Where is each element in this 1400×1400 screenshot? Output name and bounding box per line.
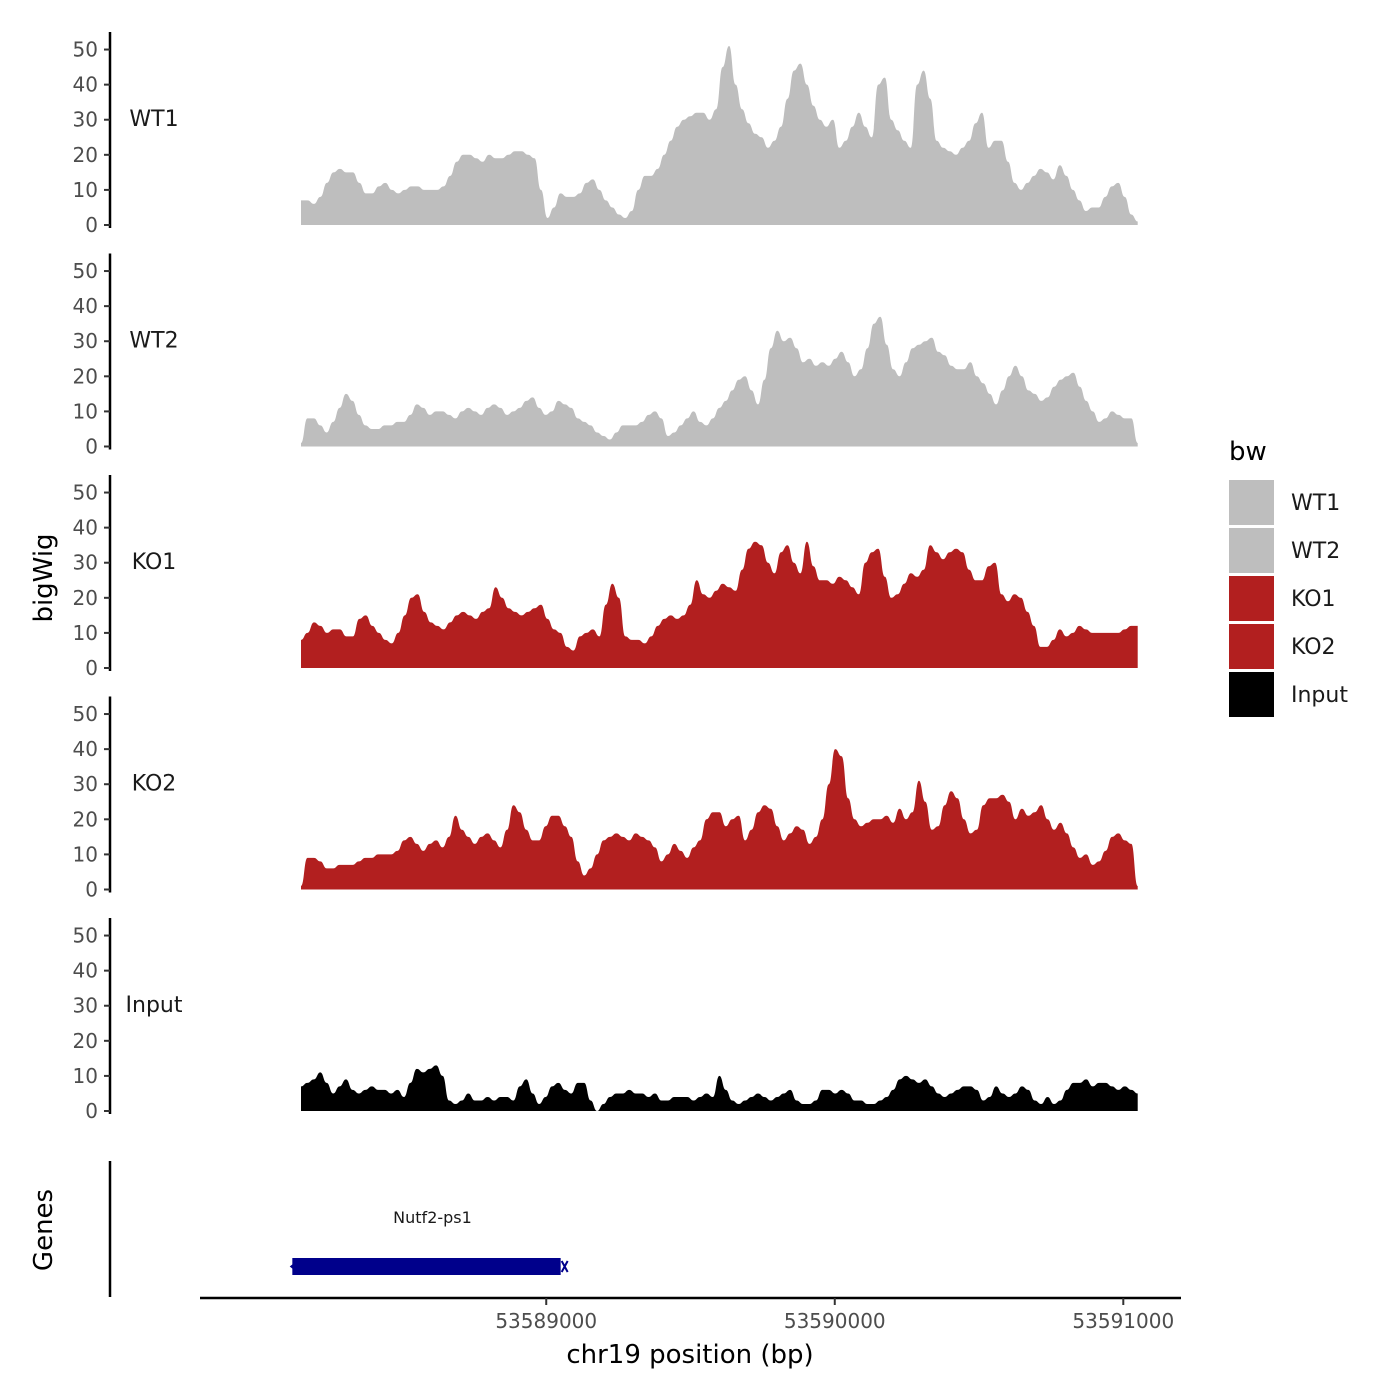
- coverage-area-input: [301, 1065, 1138, 1111]
- legend-item-wt1: WT1: [1229, 480, 1340, 525]
- y-tick-label: 50: [73, 481, 98, 505]
- y-tick-label: 10: [73, 621, 98, 645]
- legend-item-wt2: WT2: [1229, 528, 1340, 573]
- x-tick-label: 53589000: [495, 1309, 597, 1333]
- track-panel-wt1: 0 10 20 30 40 50 WT1: [73, 32, 1138, 237]
- coverage-area-wt1: [301, 46, 1138, 225]
- track-label-ko2: KO2: [132, 772, 177, 797]
- y-tick-label: 10: [73, 178, 98, 202]
- y-tick-label: 40: [73, 73, 98, 97]
- legend-label: KO2: [1291, 635, 1336, 660]
- track-label-wt1: WT1: [129, 107, 178, 132]
- track-panel-ko1: 0 10 20 30 40 50 KO1: [73, 475, 1138, 680]
- y-tick-label: 20: [73, 1029, 98, 1053]
- legend-title: bw: [1229, 437, 1267, 467]
- y-tick-label: 40: [73, 294, 98, 318]
- y-tick-label: 20: [73, 143, 98, 167]
- y-tick-label: 30: [73, 994, 98, 1018]
- coverage-area-ko2: [301, 749, 1138, 890]
- legend-swatch: [1229, 480, 1274, 525]
- y-tick-label: 20: [73, 586, 98, 610]
- gene-label: Nutf2-ps1: [393, 1208, 472, 1227]
- y-tick-label: 50: [73, 38, 98, 62]
- legend-label: WT2: [1291, 539, 1340, 564]
- y-tick-label: 20: [73, 364, 98, 388]
- legend-swatch: [1229, 672, 1274, 717]
- gene-panel-title: Genes: [29, 1189, 59, 1271]
- x-axis-title: chr19 position (bp): [566, 1340, 813, 1370]
- legend-label: KO1: [1291, 587, 1336, 612]
- x-axis: 53589000 53590000 53591000: [200, 1296, 1181, 1333]
- coverage-area-wt2: [301, 316, 1138, 447]
- y-tick-label: 10: [73, 399, 98, 423]
- y-tick-label: 0: [85, 656, 98, 680]
- y-tick-label: 10: [73, 842, 98, 866]
- track-label-wt2: WT2: [129, 329, 178, 354]
- tracks-layer: 0 10 20 30 40 50 WT1 0 10 20 30 40 50 WT2 0 10 20 30 40 50 K…: [73, 32, 1138, 1123]
- track-label-input: Input: [126, 993, 183, 1018]
- y-tick-label: 30: [73, 551, 98, 575]
- legend-swatch: [1229, 624, 1274, 669]
- track-panel-wt2: 0 10 20 30 40 50 WT2: [73, 253, 1138, 459]
- y-tick-label: 50: [73, 702, 98, 726]
- y-tick-label: 40: [73, 516, 98, 540]
- x-tick-label: 53590000: [784, 1309, 886, 1333]
- legend-label: WT1: [1291, 491, 1340, 516]
- y-tick-label: 0: [85, 213, 98, 237]
- y-tick-label: 50: [73, 924, 98, 948]
- strand-arrow-left: [289, 1260, 299, 1273]
- y-tick-label: 0: [85, 878, 98, 902]
- legend-item-ko1: KO1: [1229, 576, 1336, 621]
- strand-arrow-right: [560, 1260, 569, 1273]
- y-tick-label: 40: [73, 959, 98, 983]
- coverage-area-ko1: [301, 541, 1138, 668]
- track-panel-input: 0 10 20 30 40 50 Input: [73, 918, 1138, 1123]
- legend-label: Input: [1291, 683, 1348, 708]
- y-axis-title: bigWig: [29, 533, 59, 622]
- y-tick-label: 20: [73, 807, 98, 831]
- gene-0: Nutf2-ps1: [289, 1208, 569, 1275]
- track-label-ko1: KO1: [132, 550, 177, 575]
- y-tick-label: 10: [73, 1064, 98, 1088]
- gene-panel: Nutf2-ps1: [108, 1161, 569, 1297]
- legend-swatch: [1229, 528, 1274, 573]
- track-panel-ko2: 0 10 20 30 40 50 KO2: [73, 696, 1138, 902]
- legend-item-input: Input: [1229, 672, 1348, 717]
- y-tick-label: 30: [73, 108, 98, 132]
- legend-item-ko2: KO2: [1229, 624, 1336, 669]
- y-tick-label: 0: [85, 1099, 98, 1123]
- y-tick-label: 40: [73, 737, 98, 761]
- y-tick-label: 50: [73, 259, 98, 283]
- legend-swatch: [1229, 576, 1274, 621]
- gene-body: [292, 1258, 561, 1275]
- x-tick-label: 53591000: [1072, 1309, 1174, 1333]
- y-tick-label: 0: [85, 435, 98, 459]
- y-tick-label: 30: [73, 772, 98, 796]
- y-tick-label: 30: [73, 329, 98, 353]
- legend: bw WT1 WT2 KO1 KO2 Input: [1229, 437, 1348, 717]
